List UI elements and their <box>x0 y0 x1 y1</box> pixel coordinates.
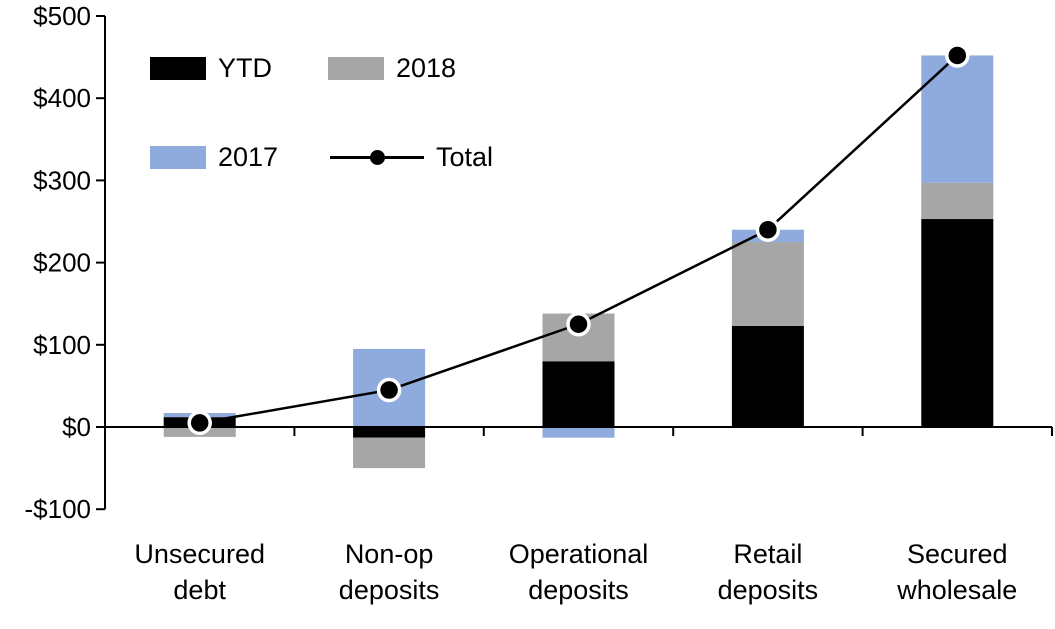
total-marker-2 <box>566 312 591 337</box>
y-tick-label: $500 <box>33 1 91 31</box>
x-category-label: Operational deposits <box>509 539 649 605</box>
bar-segment-2017-2 <box>542 427 615 438</box>
x-category-label: Unsecured debt <box>134 539 265 605</box>
total-marker-4 <box>945 43 970 68</box>
bar-segment-2018-4 <box>921 182 994 220</box>
bar-segment-ytd-1 <box>353 427 426 438</box>
y-tick-label: $100 <box>33 330 91 360</box>
x-category-label: Non-op deposits <box>339 539 440 605</box>
y-tick-label: $0 <box>62 412 91 442</box>
bar-segment-ytd-4 <box>921 219 994 427</box>
y-tick-label: $300 <box>33 165 91 195</box>
bar-segment-2017-4 <box>921 55 994 183</box>
total-marker-0 <box>187 410 212 436</box>
bar-segment-ytd-3 <box>731 325 804 427</box>
x-category-label: Retail deposits <box>718 539 819 605</box>
x-category-label: Secured wholesale <box>896 539 1017 605</box>
total-marker-3 <box>755 217 781 242</box>
bar-segment-ytd-2 <box>542 361 615 427</box>
total-marker-1 <box>376 377 402 403</box>
bar-segment-2018-3 <box>731 242 804 326</box>
y-tick-label: $200 <box>33 248 91 278</box>
y-tick-label: -$100 <box>25 494 92 524</box>
bar-segment-2018-1 <box>353 437 426 469</box>
y-tick-label: $400 <box>33 83 91 113</box>
